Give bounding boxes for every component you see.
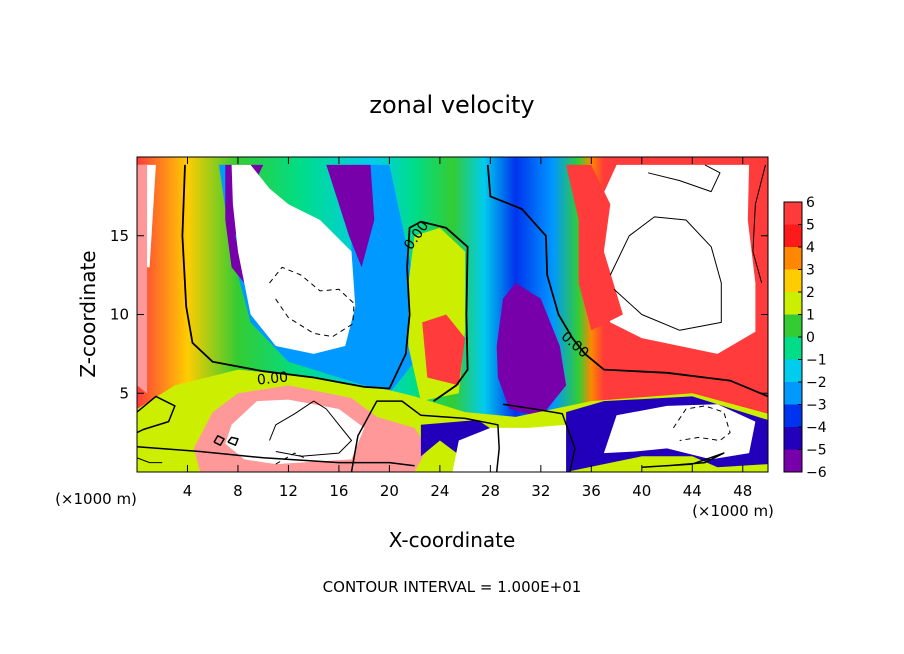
colorbar-swatch <box>784 382 802 405</box>
filled-regions <box>137 157 768 472</box>
colorbar-swatch <box>784 337 802 360</box>
colorbar-tick-label: −5 <box>806 443 827 459</box>
colorbar-swatch <box>784 247 802 270</box>
x-tick-label: 44 <box>683 482 702 500</box>
x-tick-label: 16 <box>329 482 348 500</box>
y-tick-label: 5 <box>119 384 129 402</box>
colorbar-swatch <box>784 269 802 293</box>
filled-region <box>422 314 466 386</box>
colorbar-tick-label: −4 <box>806 420 827 436</box>
contour-line <box>641 452 725 469</box>
y-axis-label: Z-coordinate <box>76 250 100 377</box>
colorbar-swatch <box>784 359 802 383</box>
contour-line <box>350 400 500 472</box>
colorbar-swatch <box>784 404 802 428</box>
x-axis-unit-right: (×1000 m) <box>692 502 774 520</box>
x-tick-label: 8 <box>233 482 243 500</box>
colorbar-tick-label: 0 <box>806 330 815 346</box>
x-tick-label: 40 <box>632 482 651 500</box>
x-tick-label: 48 <box>733 482 752 500</box>
colorbar-tick-label: −3 <box>806 398 827 414</box>
contour-line <box>213 435 225 446</box>
filled-region <box>225 399 365 465</box>
colorbar-tick-label: 2 <box>806 285 815 301</box>
colorbar: 6 5 4 3 2 1 0 −1 −2 −3 −4 −5 −6 <box>783 195 827 481</box>
colorbar-tick-label: −1 <box>806 353 827 369</box>
colorbar-tick-label: −6 <box>806 465 827 481</box>
contour-lines <box>137 164 768 472</box>
colorbar-swatch <box>784 314 802 338</box>
contour-line <box>502 403 576 472</box>
filled-region <box>137 164 148 394</box>
x-tick-label: 36 <box>582 482 601 500</box>
colorbar-swatch <box>784 449 802 473</box>
filled-region <box>326 164 375 268</box>
contour-line <box>752 164 766 284</box>
x-tick-label: 32 <box>531 482 550 500</box>
colorbar-tick-label: −2 <box>806 375 827 391</box>
colorbar-tick-label: 3 <box>806 263 815 279</box>
filled-region <box>452 424 567 472</box>
x-tick-label: 24 <box>430 482 449 500</box>
contour-line <box>227 436 239 446</box>
contour-line <box>181 164 469 402</box>
contour-line <box>275 452 308 465</box>
colorbar-swatch <box>784 292 802 315</box>
x-tick-label: 12 <box>279 482 298 500</box>
colorbar-tick-label: 4 <box>806 240 815 256</box>
contour-label: 0.00 <box>256 369 289 388</box>
x-tick-label: 28 <box>481 482 500 500</box>
contour-line <box>672 405 731 441</box>
contour-interval-note: CONTOUR INTERVAL = 1.000E+01 <box>323 578 582 596</box>
contour-line <box>137 395 176 434</box>
colorbar-tick-label: 6 <box>806 195 815 211</box>
colorbar-swatch <box>784 427 802 450</box>
colorbar-tick-label: 1 <box>806 308 815 324</box>
contour-line <box>647 164 721 193</box>
filled-region <box>566 164 623 331</box>
filled-region <box>603 404 756 460</box>
contour-line <box>137 457 163 464</box>
colorbar-swatch <box>784 224 802 248</box>
x-axis-unit: (×1000 m) <box>55 490 137 508</box>
y-tick-label: 10 <box>110 306 129 324</box>
contour-line <box>269 400 352 457</box>
contour-line <box>137 446 415 467</box>
x-tick-label: 20 <box>380 482 399 500</box>
filled-region <box>231 164 356 354</box>
colorbar-swatch <box>784 202 802 225</box>
chart-title: zonal velocity <box>369 91 534 119</box>
contour-line <box>609 216 722 331</box>
contour-line <box>486 164 768 398</box>
x-axis-label: X-coordinate <box>389 528 516 552</box>
colorbar-tick-label: 5 <box>806 218 815 234</box>
y-tick-label: 15 <box>110 227 129 245</box>
x-tick-label: 4 <box>183 482 193 500</box>
filled-region <box>496 283 567 417</box>
